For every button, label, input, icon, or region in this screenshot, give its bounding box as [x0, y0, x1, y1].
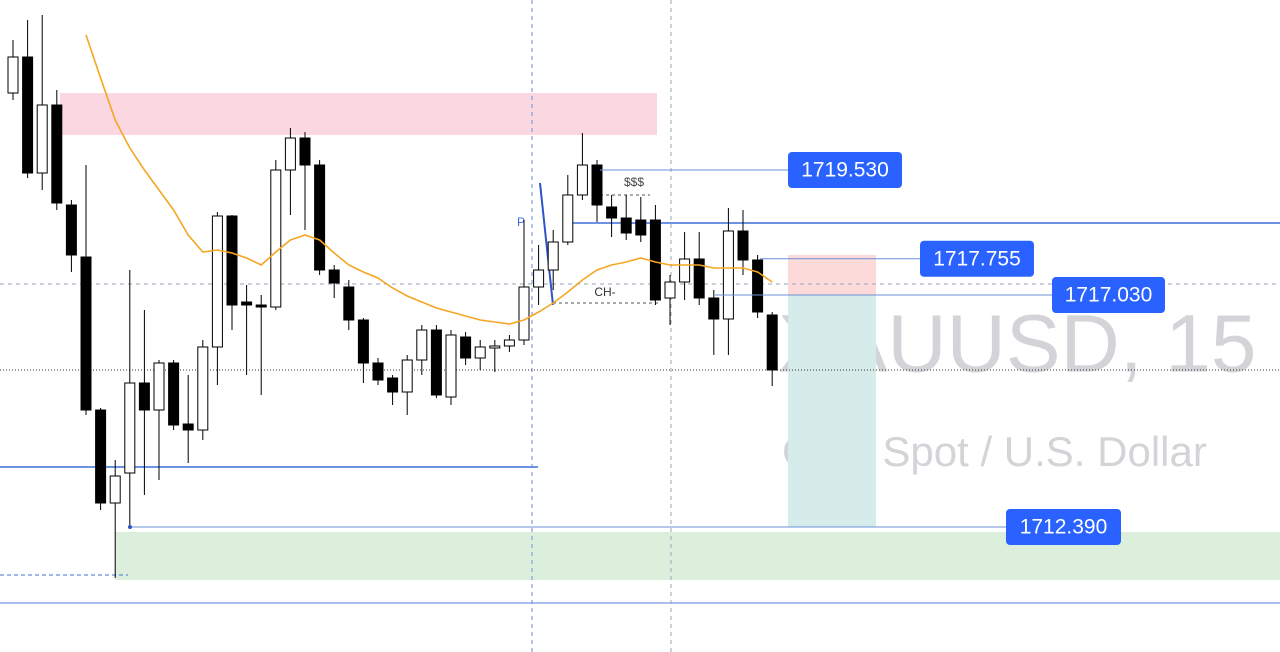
- candle-body: [606, 206, 618, 219]
- series: 1719.530 1717.755 1717.030 1712.390: [7, 15, 1165, 578]
- price-label: 1719.530: [801, 159, 889, 182]
- candle-body: [722, 230, 734, 320]
- candle-body: [503, 339, 515, 347]
- candle-body: [489, 345, 501, 349]
- annotation: P: [517, 215, 525, 229]
- candle-body: [241, 301, 253, 306]
- candle-body: [211, 215, 223, 348]
- candle-body: [138, 382, 150, 411]
- candle-body: [51, 104, 63, 204]
- candle-body: [7, 56, 19, 94]
- candle-body: [635, 219, 647, 236]
- candle-body: [649, 219, 661, 301]
- candle-body: [124, 382, 136, 474]
- candle-body: [314, 164, 326, 271]
- price-label: 1717.030: [1065, 284, 1153, 307]
- candle-body: [752, 259, 764, 313]
- zone: [788, 295, 876, 527]
- zone: [60, 93, 657, 135]
- candle-body: [576, 164, 588, 196]
- candle-body: [328, 269, 340, 284]
- annotation: CH-: [594, 285, 615, 299]
- candle-body: [664, 281, 676, 299]
- candle-body: [226, 215, 238, 306]
- price-label-box: [1006, 509, 1121, 545]
- candle-body: [36, 104, 48, 174]
- anchor-dot: [128, 525, 132, 529]
- price-label: 1712.390: [1020, 516, 1108, 539]
- candle-body: [372, 362, 384, 381]
- candle-body: [547, 241, 559, 271]
- moving-average: [85, 34, 773, 325]
- candle-body: [270, 169, 282, 308]
- candle-body: [679, 258, 691, 283]
- candle-body: [197, 346, 209, 431]
- candle-body: [387, 377, 399, 393]
- candle-body: [430, 329, 442, 396]
- price-label: 1717.755: [933, 247, 1021, 270]
- candle-body: [284, 137, 296, 171]
- candle-body: [620, 217, 632, 234]
- price-label-box: [788, 152, 902, 188]
- candle-body: [95, 409, 107, 504]
- candle-body: [357, 319, 369, 364]
- candle-body: [22, 56, 34, 174]
- candle-body: [766, 314, 778, 371]
- candle-body: [182, 423, 194, 431]
- candle-body: [533, 269, 545, 288]
- candle-body: [416, 329, 428, 361]
- candle-body: [80, 256, 92, 411]
- candle-body: [591, 164, 603, 206]
- candle-body: [401, 359, 413, 393]
- candle-body: [299, 137, 311, 166]
- candle-body: [255, 304, 267, 308]
- candle-body: [65, 204, 77, 256]
- candle-body: [109, 475, 121, 504]
- candle-body: [737, 230, 749, 261]
- candle-body: [708, 297, 720, 320]
- candle-body: [445, 334, 457, 398]
- candle-body: [474, 346, 486, 359]
- price-label-box: [920, 240, 1034, 277]
- candle-body: [460, 336, 472, 359]
- price-label-box: [1052, 277, 1165, 313]
- candle-body: [693, 258, 705, 299]
- candle-body: [168, 362, 180, 426]
- annotation: $$$: [624, 175, 644, 189]
- candle-body: [518, 286, 530, 341]
- candle-body: [343, 286, 355, 321]
- swing-line: [539, 182, 554, 306]
- candle-body: [153, 362, 165, 411]
- zone: [788, 255, 876, 295]
- candle-body: [562, 194, 574, 243]
